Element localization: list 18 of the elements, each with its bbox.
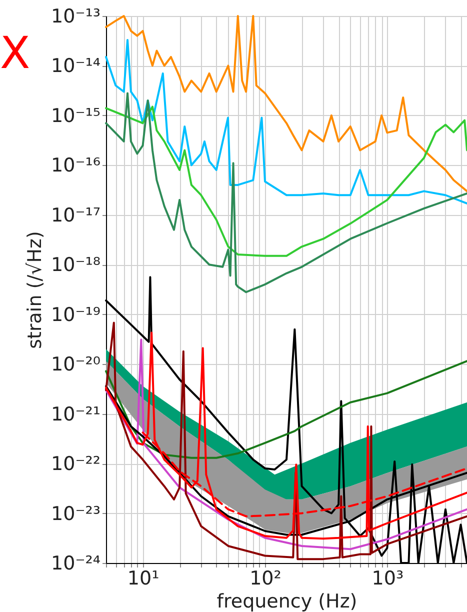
y-tick-label: 10⁻¹⁹ [51,304,100,326]
y-tick-label: 10⁻¹⁵ [51,104,100,127]
y-tick-label: 10⁻²² [51,453,100,476]
text: X [0,28,30,79]
y-tick-label: 10⁻¹³ [51,6,100,28]
y-axis-title: strain (/√Hz) [24,231,46,349]
y-tick-label: 10⁻²³ [51,502,100,525]
y-tick-label: 10⁻²¹ [51,403,100,426]
y-tick-label: 10⁻¹⁶ [51,154,100,177]
y-tick-label: 10⁻²⁰ [51,354,100,376]
y-tick-label: 10⁻¹⁷ [51,204,100,226]
x-tick-label: 10³ [372,568,404,590]
x-tick-label: 10¹ [127,568,160,590]
y-tick-label: 10⁻¹⁴ [51,55,101,78]
y-tick-label: 10⁻²⁴ [51,552,101,574]
x-axis-title: frequency (Hz) [216,590,358,612]
y-tick-label: 10⁻¹⁸ [51,254,100,276]
x-tick-label: 10² [250,568,282,590]
